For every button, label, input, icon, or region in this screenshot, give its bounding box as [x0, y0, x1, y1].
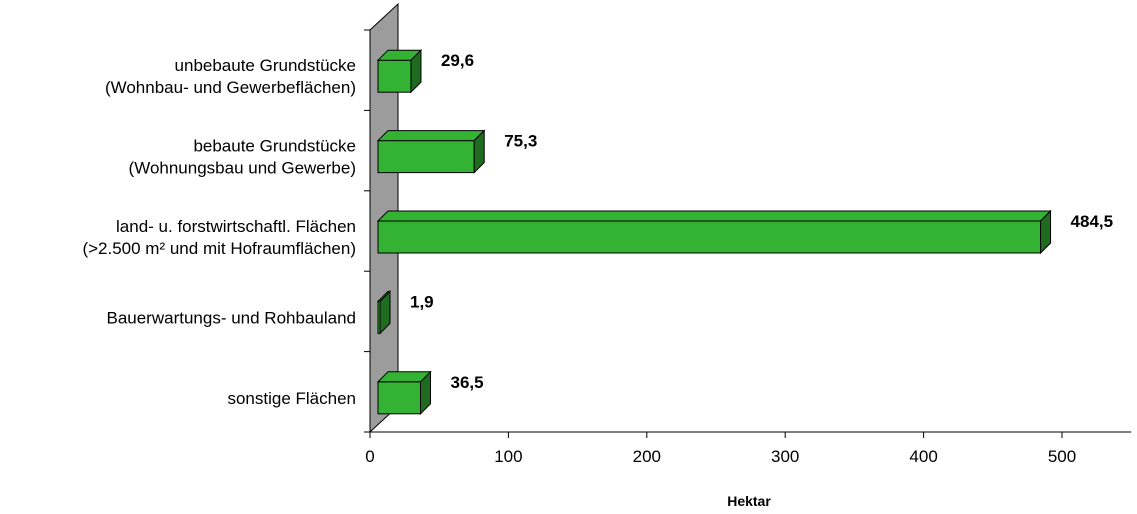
x-tick-label: 0: [365, 447, 374, 466]
data-label: 36,5: [451, 373, 484, 392]
x-tick-label: 200: [633, 447, 661, 466]
bar: [378, 221, 1041, 253]
category-label: land- u. forstwirtschaftl. Flächen (>2.50…: [82, 217, 356, 258]
bar: [378, 382, 421, 414]
x-tick-label: 100: [494, 447, 522, 466]
category-label: unbebaute Grundstücke (Wohnbau- und Gewer…: [105, 56, 356, 97]
bar-top: [378, 131, 484, 141]
data-label: 75,3: [504, 132, 537, 151]
category-label: sonstige Flächen: [227, 389, 356, 408]
category-label: bebaute Grundstücke (Wohnungsbau und Gewe…: [129, 137, 356, 178]
data-label: 29,6: [441, 51, 474, 70]
bars: [378, 50, 1051, 414]
bar: [378, 60, 411, 92]
bar: [378, 141, 474, 173]
x-tick-label: 400: [909, 447, 937, 466]
x-tick-label: 300: [771, 447, 799, 466]
x-axis-title: Hektar: [727, 493, 771, 509]
data-label: 484,5: [1071, 212, 1114, 231]
category-label: Bauerwartungs- und Rohbauland: [106, 308, 356, 327]
bar-top: [378, 211, 1051, 221]
x-tick-label: 500: [1048, 447, 1076, 466]
data-label: 1,9: [410, 292, 434, 311]
